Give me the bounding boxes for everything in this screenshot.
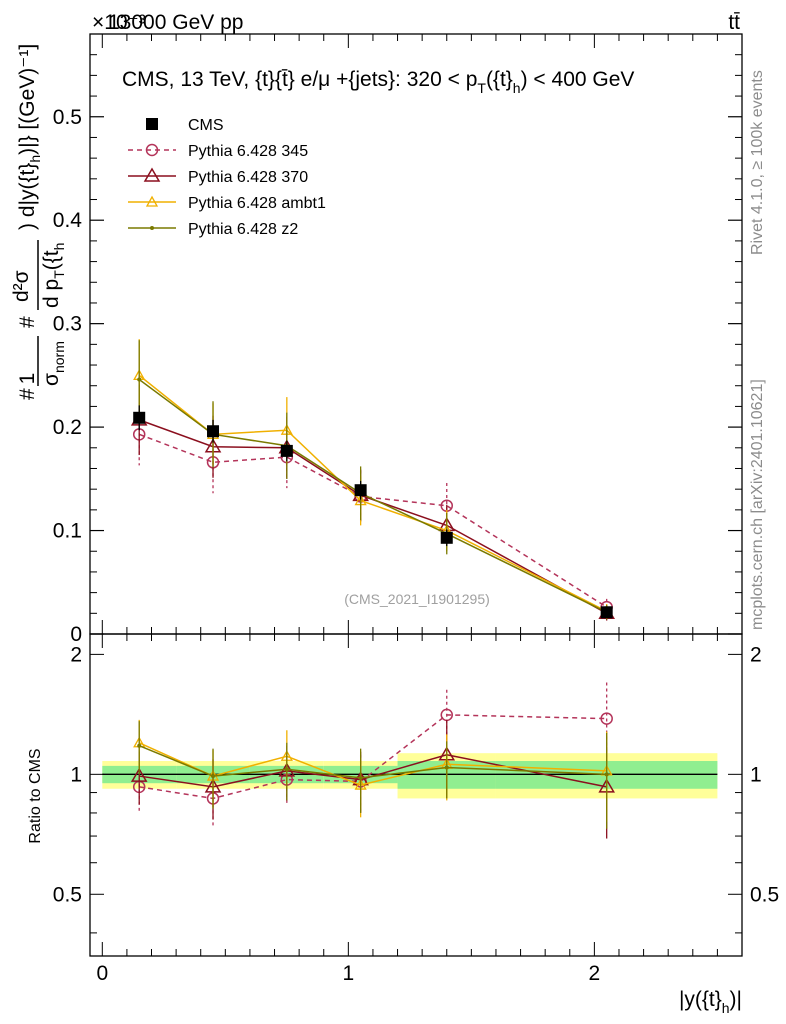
p370-marker (130, 767, 148, 782)
energy-label: 13000 GeV pp (108, 11, 243, 34)
z2-marker (137, 377, 142, 382)
main-ytick-label: 0.5 (53, 106, 82, 129)
main-ytick-label: 0.3 (53, 313, 82, 336)
analysis-watermark: (CMS_2021_I1901295) (344, 591, 490, 607)
z2-marker (444, 765, 449, 770)
p345-line (138, 433, 608, 608)
x-axis-title: |y({t}h)| (679, 988, 742, 1016)
y-axis-d2sigma: d²σ (10, 270, 33, 302)
p345-marker (145, 143, 159, 157)
ratio-axes: 0 1 2 0.5 0.5 1 1 2 2 (53, 634, 779, 985)
rivet-label: Rivet 4.1.0, ≥ 100k events (749, 70, 766, 255)
cms-marker (133, 411, 146, 424)
cms-marker (146, 118, 158, 130)
ratio-ytick-label-left: 2 (70, 643, 82, 666)
legend-label-ambt1: Pythia 6.428 ambt1 (188, 195, 326, 212)
ratio-series-marks (130, 682, 615, 839)
ambt1-marker (145, 195, 159, 207)
legend-label-p345: Pythia 6.428 345 (188, 143, 308, 160)
legend-label-p370: Pythia 6.428 370 (188, 169, 308, 186)
ratio-y-axis-title: Ratio to CMS (27, 748, 44, 843)
z2-line (138, 744, 607, 779)
ratio-panel-frame (89, 633, 743, 957)
p370-marker (143, 167, 161, 182)
z2-marker (284, 767, 289, 772)
z2-line (138, 378, 608, 613)
main-ytick-label: 0.2 (53, 416, 82, 439)
p370-line (139, 753, 607, 788)
exponent-label: ×10⁻³ (92, 11, 146, 34)
y-axis-sigma-norm: σnorm (40, 341, 67, 386)
main-ytick-label: 0.1 (53, 520, 82, 543)
legend: CMS Pythia 6.428 345 Pythia 6.428 370 Pythi… (128, 117, 326, 238)
legend-label-z2: Pythia 6.428 z2 (188, 221, 298, 238)
ratio-ytick-label-left: 0.5 (53, 883, 82, 906)
main-axes: 0.1 0.2 0.3 0.4 0.5 0 (53, 34, 742, 646)
z2-marker (358, 775, 363, 780)
main-y-axis-title: #1 σnorm # d²σ d pT({th ) d|y({t}h)|} [(… (10, 44, 67, 400)
cms-marker (207, 425, 220, 438)
z2-marker (604, 772, 609, 777)
cms-marker (440, 531, 453, 544)
p345-line (139, 714, 607, 800)
plot-title: CMS, 13 TeV, {t}{t̄} e/μ +{jets}: 320 < … (122, 68, 634, 96)
cms-marker (600, 606, 613, 619)
z2-marker (137, 743, 142, 748)
p370-line (138, 419, 608, 614)
ratio-xtick-label: 1 (342, 962, 354, 985)
main-series-marks (130, 339, 615, 621)
y-axis-hash-2: # (16, 316, 39, 328)
process-label: tt̄ (728, 11, 740, 34)
ratio-ytick-label-left: 1 (70, 763, 82, 786)
cms-marker (354, 484, 367, 497)
ratio-ytick-label-right: 1 (750, 763, 762, 786)
ratio-ytick-label-right: 2 (750, 643, 762, 666)
y-axis-dpt: d pT({th (40, 243, 67, 308)
p345-marker (600, 712, 613, 725)
main-ytick-label: 0.4 (53, 209, 83, 232)
legend-label-cms: CMS (188, 117, 224, 134)
z2-marker (150, 226, 154, 230)
z2-marker (211, 774, 216, 779)
mcplots-label: mcplots.cern.ch [arXiv:2401.10621] (749, 379, 766, 630)
y-axis-dy-units: ) d|y({t}h)|} [(GeV)⁻¹] (16, 44, 43, 230)
main-ytick-label-zero: 0 (70, 623, 82, 646)
ratio-ytick-label-right: 0.5 (750, 883, 779, 906)
ratio-xtick-label: 2 (589, 962, 601, 985)
cms-marker (280, 444, 293, 457)
main-y-axis-title-text: #1 (16, 373, 39, 400)
ratio-xtick-label: 0 (96, 962, 108, 985)
